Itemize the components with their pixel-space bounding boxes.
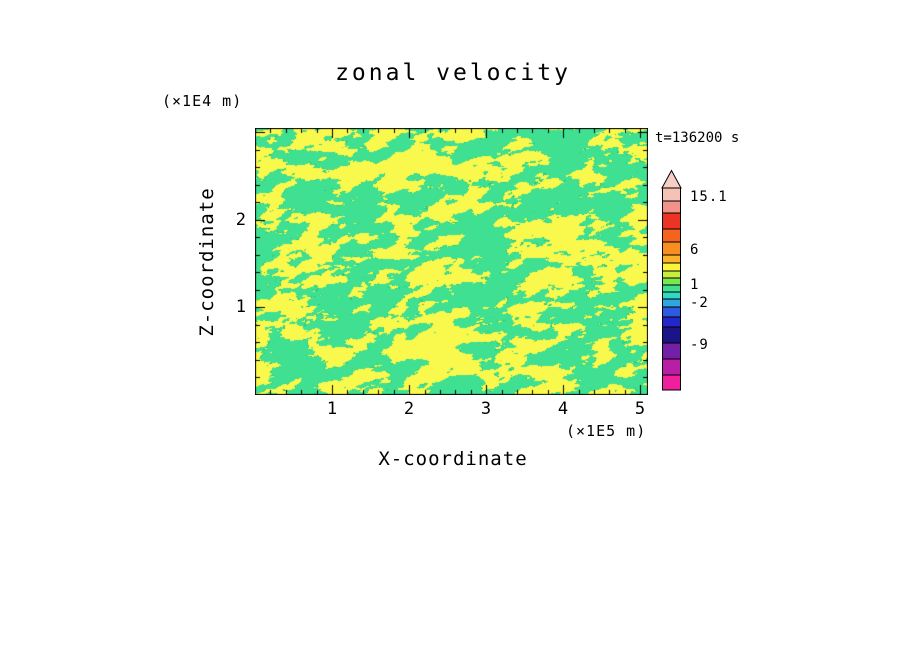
y-axis-tick-label-2: 2 — [235, 210, 246, 230]
y-axis-unit-label: (×1E4 m) — [162, 92, 243, 110]
heatmap-field — [255, 128, 648, 395]
colorbar-scale — [661, 169, 682, 391]
x-axis-tick-label-2: 2 — [403, 399, 415, 419]
colorbar-label-neg9: -9 — [690, 337, 709, 353]
x-axis-tick-label-1: 1 — [326, 399, 338, 419]
x-axis-tick-label-4: 4 — [557, 399, 569, 419]
x-axis-unit-label: (×1E5 m) — [566, 422, 647, 440]
y-axis-title: Z-coordinate — [196, 187, 218, 337]
colorbar-label-1: 1 — [690, 277, 700, 293]
chart-title: zonal velocity — [335, 60, 571, 86]
colorbar-label-neg2: -2 — [690, 295, 709, 311]
x-axis-tick-label-3: 3 — [480, 399, 492, 419]
colorbar — [661, 169, 682, 397]
x-axis-tick-label-5: 5 — [634, 399, 646, 419]
time-annotation: t=136200 s — [655, 130, 740, 146]
colorbar-label-top: 15.1 — [690, 189, 728, 205]
colorbar-label-6: 6 — [690, 242, 700, 258]
y-axis-tick-label-1: 1 — [235, 297, 246, 317]
x-axis-title: X-coordinate — [378, 448, 528, 470]
